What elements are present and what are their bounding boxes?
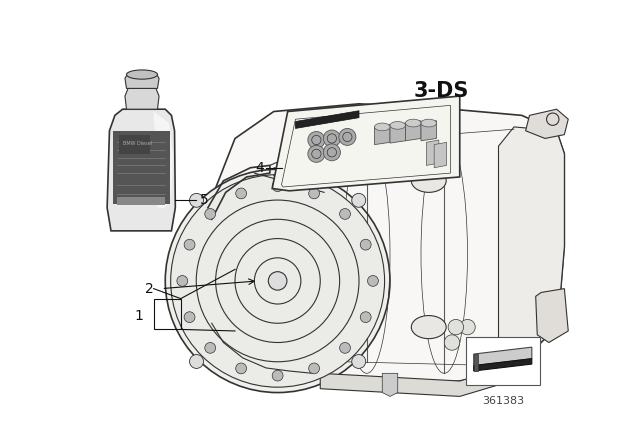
Circle shape	[339, 129, 356, 146]
Polygon shape	[426, 140, 439, 165]
Polygon shape	[107, 109, 175, 231]
Polygon shape	[466, 337, 540, 385]
Polygon shape	[382, 373, 397, 396]
Polygon shape	[434, 142, 447, 168]
Circle shape	[340, 342, 351, 353]
Polygon shape	[117, 197, 165, 205]
Circle shape	[184, 312, 195, 323]
Polygon shape	[406, 121, 421, 141]
Text: 3-DS: 3-DS	[413, 81, 468, 101]
Ellipse shape	[412, 315, 446, 339]
Circle shape	[272, 181, 283, 192]
Circle shape	[189, 354, 204, 368]
Polygon shape	[536, 289, 568, 343]
Polygon shape	[499, 127, 564, 366]
Circle shape	[184, 239, 195, 250]
Polygon shape	[113, 131, 170, 204]
Polygon shape	[474, 354, 478, 371]
Ellipse shape	[412, 169, 446, 192]
Circle shape	[323, 130, 340, 147]
Polygon shape	[154, 112, 173, 208]
Polygon shape	[296, 111, 359, 129]
Ellipse shape	[421, 119, 436, 127]
Polygon shape	[119, 134, 150, 154]
Circle shape	[165, 169, 390, 392]
Circle shape	[308, 146, 325, 162]
Circle shape	[236, 363, 246, 374]
Circle shape	[360, 312, 371, 323]
Circle shape	[308, 363, 319, 374]
Circle shape	[171, 175, 385, 387]
Circle shape	[308, 188, 319, 199]
Text: 1: 1	[134, 309, 143, 323]
Circle shape	[352, 194, 365, 207]
Circle shape	[189, 194, 204, 207]
Circle shape	[205, 209, 216, 220]
Circle shape	[340, 209, 351, 220]
Ellipse shape	[390, 121, 406, 129]
Text: 4: 4	[256, 161, 264, 175]
Polygon shape	[421, 121, 436, 141]
Text: 5: 5	[200, 193, 209, 207]
Circle shape	[268, 271, 287, 290]
Polygon shape	[125, 88, 159, 109]
Circle shape	[272, 370, 283, 381]
Circle shape	[308, 132, 325, 148]
Text: 2: 2	[145, 282, 154, 296]
Circle shape	[236, 188, 246, 199]
Polygon shape	[272, 96, 460, 191]
Polygon shape	[390, 123, 406, 143]
Text: BMW Diesel: BMW Diesel	[123, 141, 152, 146]
Ellipse shape	[374, 123, 390, 131]
Circle shape	[448, 319, 463, 335]
Circle shape	[323, 144, 340, 161]
Polygon shape	[374, 125, 390, 145]
Text: 361383: 361383	[482, 396, 524, 406]
Circle shape	[444, 335, 460, 350]
Polygon shape	[474, 347, 532, 366]
Ellipse shape	[127, 70, 157, 79]
Circle shape	[360, 239, 371, 250]
Circle shape	[460, 319, 476, 335]
Polygon shape	[204, 104, 564, 385]
Ellipse shape	[406, 119, 421, 127]
Polygon shape	[125, 73, 159, 88]
Polygon shape	[525, 109, 568, 138]
Circle shape	[177, 276, 188, 286]
Circle shape	[205, 342, 216, 353]
Polygon shape	[320, 370, 499, 396]
Circle shape	[352, 354, 365, 368]
Circle shape	[367, 276, 378, 286]
Polygon shape	[474, 359, 532, 371]
